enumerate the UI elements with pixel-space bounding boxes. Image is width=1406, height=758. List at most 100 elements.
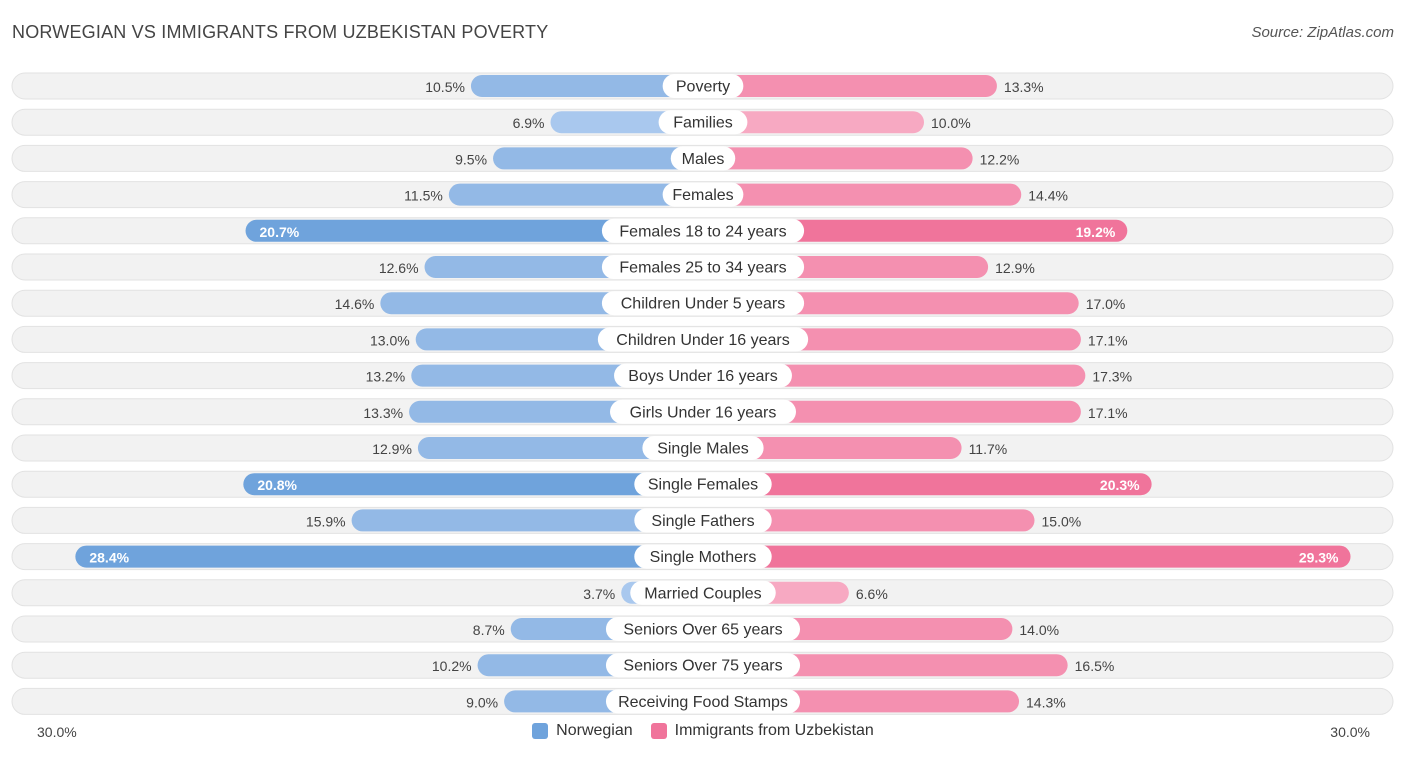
value-label-uzbekistan: 17.1% [1088, 332, 1128, 348]
category-pill [614, 363, 792, 388]
category-pill [634, 472, 772, 497]
value-label-uzbekistan: 10.0% [931, 115, 971, 131]
category-pill [670, 146, 736, 171]
category-label: Children Under 5 years [621, 296, 786, 313]
legend-swatch-norwegian [532, 723, 549, 739]
value-label-uzbekistan: 14.4% [1028, 188, 1068, 204]
chart-row: Females 11.5% 14.4% [11, 181, 1394, 209]
value-label-norwegian: 15.9% [306, 513, 346, 529]
value-label-norwegian: 9.0% [466, 694, 498, 710]
chart-row: Families 6.9% 10.0% [11, 108, 1394, 136]
bar-uzbekistan [692, 183, 1022, 206]
chart-row: Seniors Over 75 years 10.2% 16.5% [11, 651, 1394, 679]
value-label-norwegian: 20.7% [260, 224, 300, 240]
legend-item-norwegian: Norwegian [532, 722, 633, 740]
category-pill [658, 110, 748, 135]
category-pill [601, 291, 805, 316]
chart-row: Females 18 to 24 years 20.7% 19.2% [11, 217, 1394, 245]
bar-norwegian [448, 183, 714, 206]
value-label-norwegian: 3.7% [583, 586, 615, 602]
value-label-norwegian: 13.0% [370, 332, 410, 348]
category-label: Single Females [648, 477, 758, 494]
value-label-norwegian: 12.9% [372, 441, 412, 457]
value-label-uzbekistan: 19.2% [1076, 224, 1116, 240]
chart-row: Seniors Over 65 years 8.7% 14.0% [11, 615, 1394, 643]
category-pill [642, 436, 764, 460]
legend-label-uzbekistan: Immigrants from Uzbekistan [674, 722, 874, 739]
chart-row: Single Fathers 15.9% 15.0% [11, 506, 1394, 534]
chart-row: Married Couples 3.7% 6.6% [11, 579, 1394, 607]
category-pill [601, 218, 805, 243]
value-label-norwegian: 6.9% [513, 115, 545, 131]
bar-norwegian [470, 75, 714, 97]
value-label-uzbekistan: 13.3% [1004, 79, 1044, 95]
value-label-uzbekistan: 14.0% [1019, 622, 1059, 638]
category-pill [610, 399, 796, 424]
value-label-norwegian: 8.7% [473, 622, 505, 638]
bar-uzbekistan [692, 75, 997, 97]
category-pill [601, 255, 805, 279]
value-label-uzbekistan: 12.2% [980, 151, 1020, 167]
value-label-uzbekistan: 17.3% [1092, 369, 1132, 385]
category-label: Females 25 to 34 years [619, 260, 786, 277]
value-label-norwegian: 13.3% [363, 405, 403, 421]
legend-label-norwegian: Norwegian [556, 722, 633, 739]
bar-norwegian [75, 545, 715, 568]
category-pill [634, 544, 772, 569]
category-pill [634, 508, 772, 533]
chart-row: Single Mothers 28.4% 29.3% [11, 543, 1394, 571]
bar-norwegian [351, 509, 714, 532]
category-label: Boys Under 16 years [628, 368, 777, 385]
value-label-uzbekistan: 29.3% [1299, 550, 1339, 566]
chart-row: Children Under 5 years 14.6% 17.0% [11, 289, 1394, 317]
legend: Norwegian Immigrants from Uzbekistan [0, 722, 1406, 740]
value-label-uzbekistan: 6.6% [856, 586, 888, 602]
bar-uzbekistan [692, 147, 973, 170]
chart-row: Males 9.5% 12.2% [11, 144, 1394, 172]
chart-row: Girls Under 16 years 13.3% 17.1% [11, 398, 1394, 426]
value-label-norwegian: 9.5% [455, 151, 487, 167]
value-label-uzbekistan: 16.5% [1075, 658, 1115, 674]
category-label: Married Couples [644, 585, 761, 602]
value-label-uzbekistan: 14.3% [1026, 694, 1066, 710]
axis-right-label: 30.0% [1330, 724, 1370, 740]
chart-row: Boys Under 16 years 13.2% 17.3% [11, 362, 1394, 390]
category-label: Single Fathers [651, 513, 754, 530]
legend-item-uzbekistan: Immigrants from Uzbekistan [650, 722, 874, 740]
category-label: Children Under 16 years [616, 332, 789, 349]
value-label-uzbekistan: 17.0% [1086, 296, 1126, 312]
chart-row: Poverty 10.5% 13.3% [11, 72, 1394, 100]
bar-uzbekistan [692, 473, 1152, 496]
category-pill [630, 580, 776, 605]
value-label-norwegian: 13.2% [366, 369, 406, 385]
category-label: Poverty [676, 79, 730, 96]
category-pill [662, 182, 744, 207]
bar-norwegian [417, 437, 714, 459]
bar-uzbekistan [692, 509, 1035, 532]
chart-row: Females 25 to 34 years 12.6% 12.9% [11, 253, 1394, 281]
chart-row: Children Under 16 years 13.0% 17.1% [11, 325, 1394, 353]
value-label-uzbekistan: 12.9% [995, 260, 1035, 276]
value-label-norwegian: 12.6% [379, 260, 419, 276]
bar-norwegian [493, 147, 714, 170]
bar-uzbekistan [692, 545, 1351, 568]
legend-swatch-uzbekistan [650, 723, 667, 739]
chart-title: NORWEGIAN VS IMMIGRANTS FROM UZBEKISTAN … [12, 22, 549, 42]
category-pill [605, 689, 801, 714]
category-pill [662, 74, 744, 98]
category-label: Seniors Over 75 years [623, 658, 782, 675]
category-label: Males [682, 151, 725, 168]
bar-norwegian [245, 219, 714, 242]
chart-row: Single Males 12.9% 11.7% [11, 434, 1394, 462]
axis-left-label: 30.0% [37, 724, 77, 740]
value-label-norwegian: 14.6% [335, 296, 375, 312]
category-label: Girls Under 16 years [630, 404, 777, 421]
value-label-norwegian: 11.5% [404, 188, 443, 204]
chart-row: Receiving Food Stamps 9.0% 14.3% [11, 687, 1394, 715]
bar-uzbekistan [692, 111, 924, 134]
source-credit: Source: ZipAtlas.com [1251, 24, 1394, 41]
value-label-norwegian: 28.4% [89, 550, 129, 566]
category-pill [597, 327, 809, 352]
bar-norwegian [243, 473, 714, 496]
